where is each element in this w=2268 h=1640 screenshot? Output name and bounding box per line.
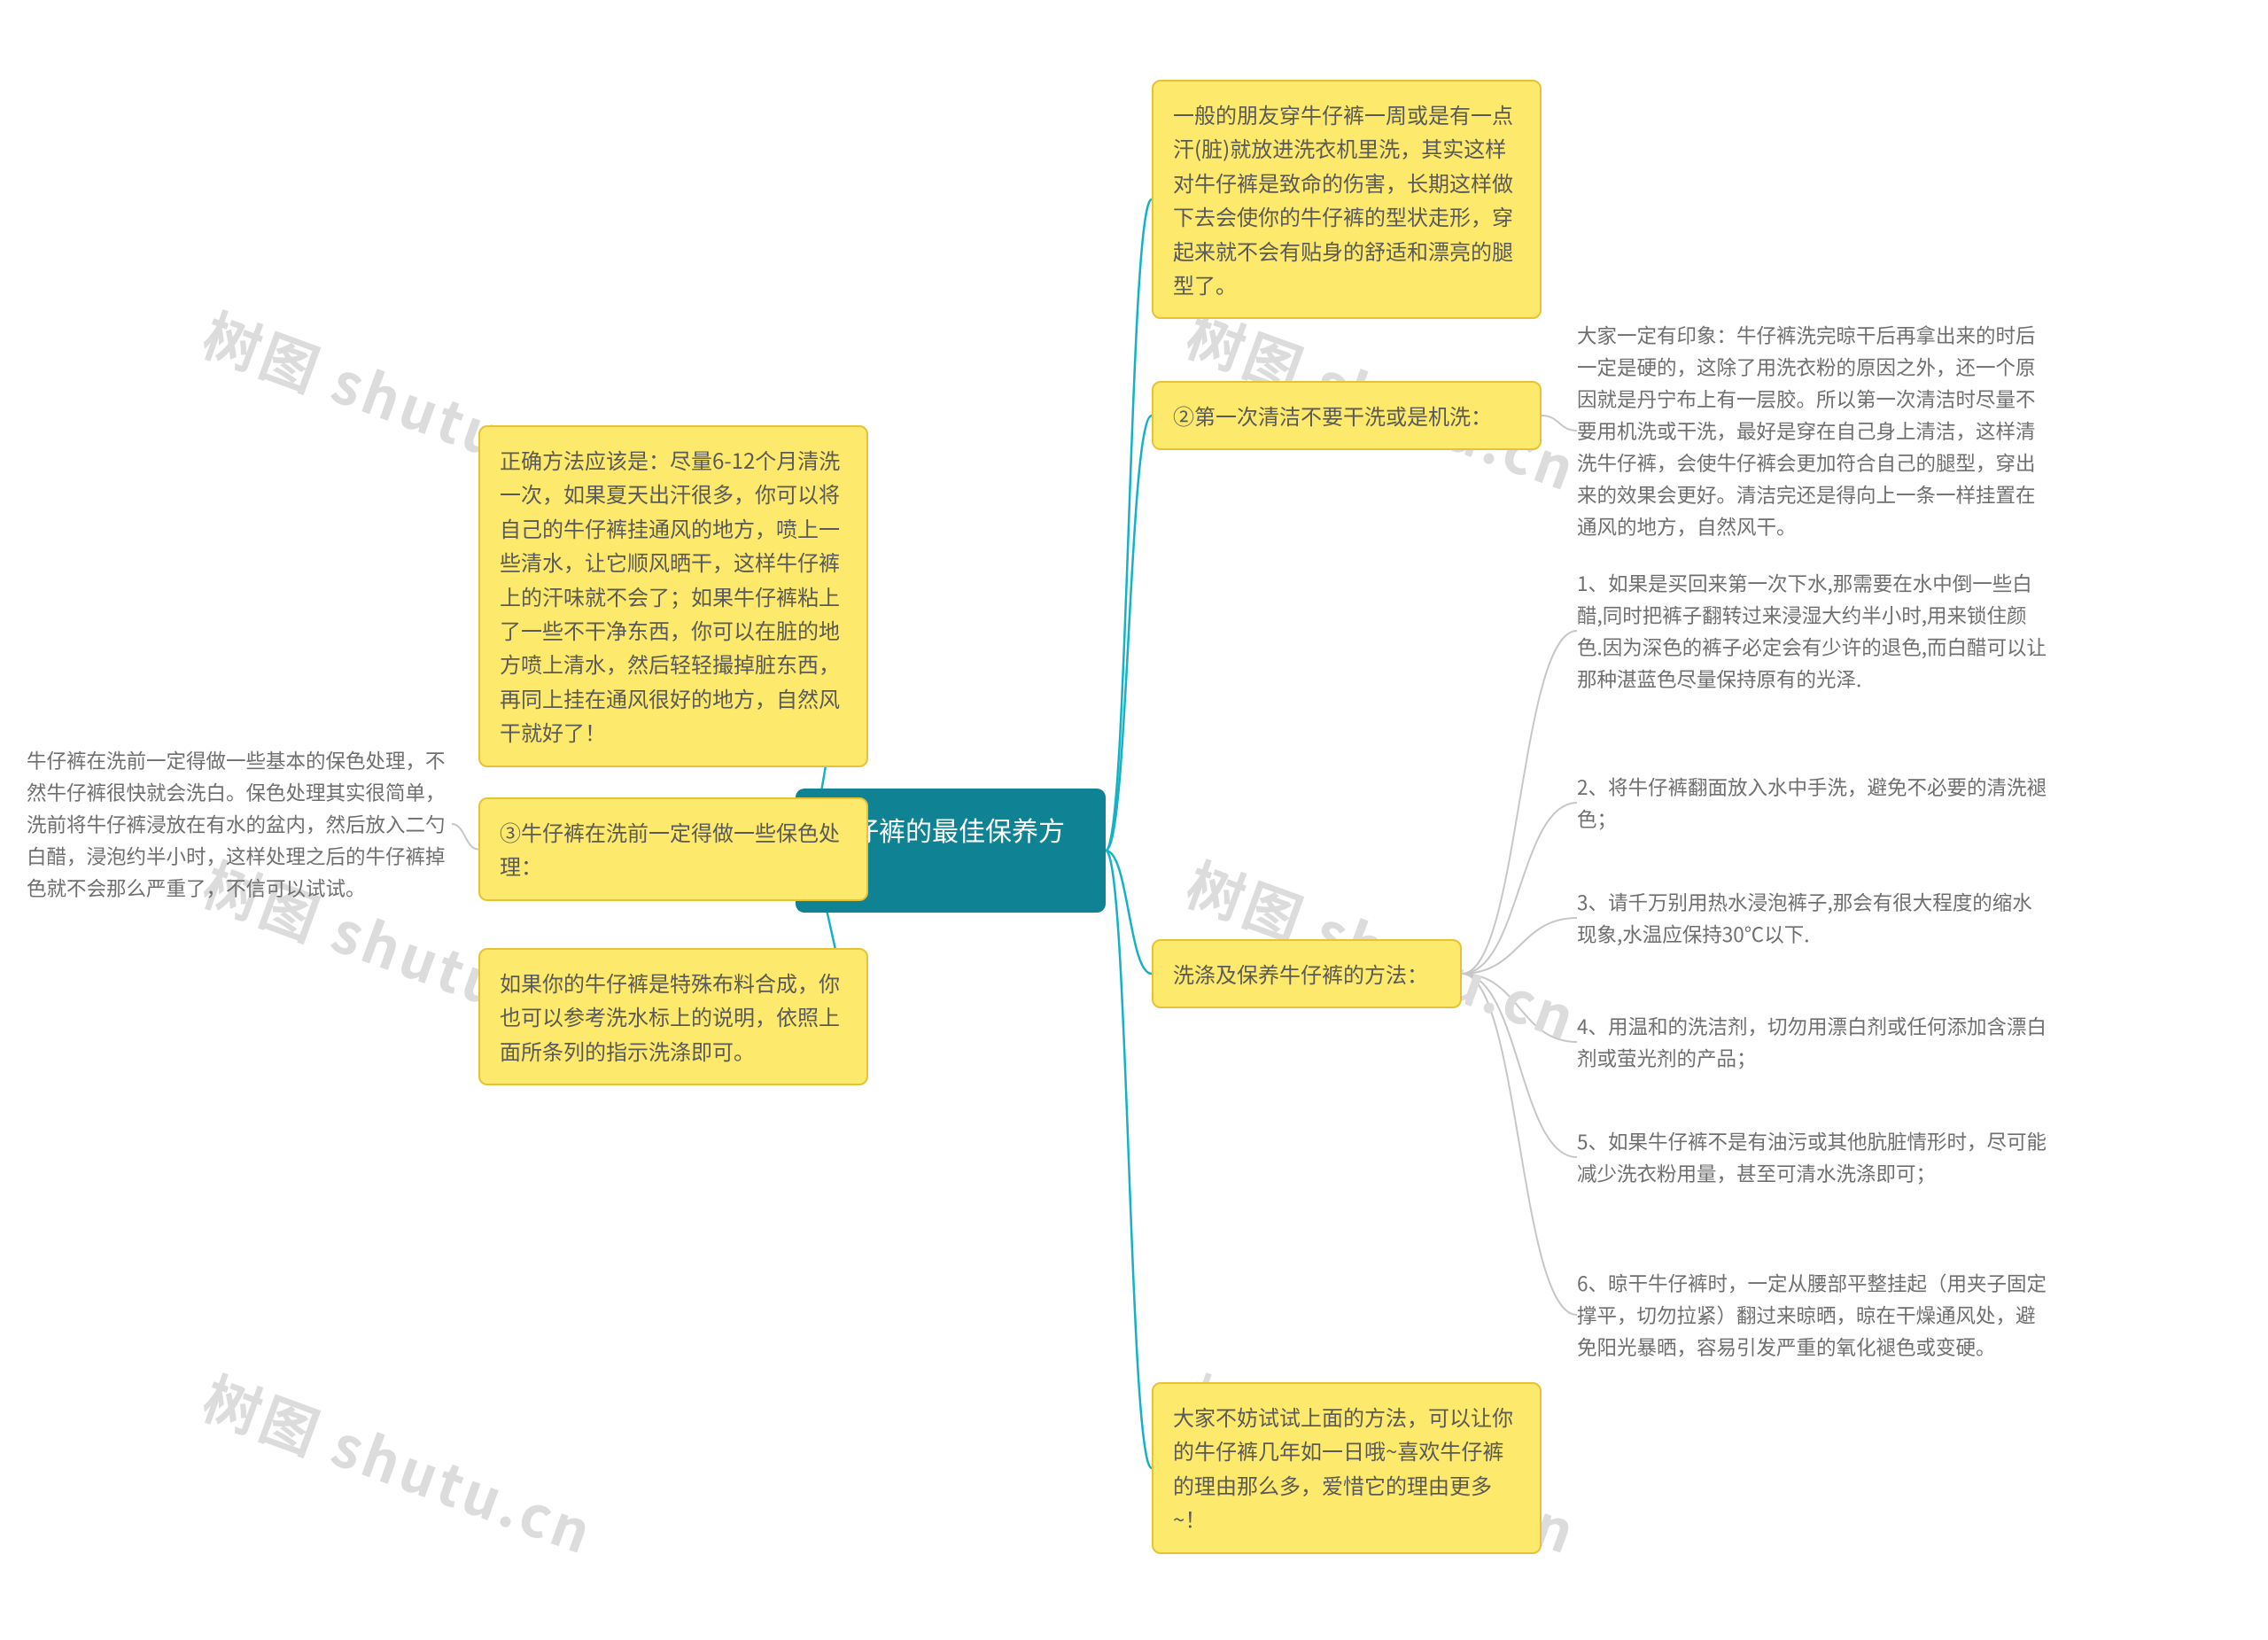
primary-node-left: 正确方法应该是：尽量6-12个月清洗一次，如果夏天出汗很多，你可以将自己的牛仔裤…: [478, 425, 868, 767]
leaf-node-right: 1、如果是买回来第一次下水,那需要在水中倒一些白醋,同时把裤子翻转过来浸湿大约半…: [1577, 567, 2047, 695]
primary-node-right: 一般的朋友穿牛仔裤一周或是有一点汗(脏)就放进洗衣机里洗，其实这样对牛仔裤是致命…: [1152, 80, 1542, 319]
primary-node-right: 大家不妨试试上面的方法，可以让你的牛仔裤几年如一日哦~喜欢牛仔裤的理由那么多，爱…: [1152, 1382, 1542, 1554]
leaf-node-right: 5、如果牛仔裤不是有油污或其他肮脏情形时，尽可能减少洗衣粉用量，甚至可清水洗涤即…: [1577, 1125, 2047, 1189]
leaf-node-right: 大家一定有印象：牛仔裤洗完晾干后再拿出来的时后一定是硬的，这除了用洗衣粉的原因之…: [1577, 319, 2047, 542]
leaf-node-left: 牛仔裤在洗前一定得做一些基本的保色处理，不然牛仔裤很快就会洗白。保色处理其实很简…: [27, 744, 452, 904]
primary-node-right: 洗涤及保养牛仔裤的方法：: [1152, 939, 1462, 1008]
primary-node-right: ②第一次清洁不要干洗或是机洗：: [1152, 381, 1542, 450]
leaf-node-right: 3、请千万别用热水浸泡裤子,那会有很大程度的缩水现象,水温应保持30℃以下.: [1577, 886, 2047, 950]
watermark: 树图 shutu.cn: [191, 1350, 608, 1575]
primary-node-left: 如果你的牛仔裤是特殊布料合成，你也可以参考洗水标上的说明，依照上面所条列的指示洗…: [478, 948, 868, 1085]
leaf-node-right: 6、晾干牛仔裤时，一定从腰部平整挂起（用夹子固定撑平，切勿拉紧）翻过来晾晒，晾在…: [1577, 1267, 2047, 1363]
primary-node-left: ③牛仔裤在洗前一定得做一些保色处理：: [478, 797, 868, 901]
leaf-node-right: 2、将牛仔裤翻面放入水中手洗，避免不必要的清洗褪色；: [1577, 771, 2047, 835]
leaf-node-right: 4、用温和的洗洁剂，切勿用漂白剂或任何添加含漂白剂或萤光剂的产品；: [1577, 1010, 2047, 1074]
